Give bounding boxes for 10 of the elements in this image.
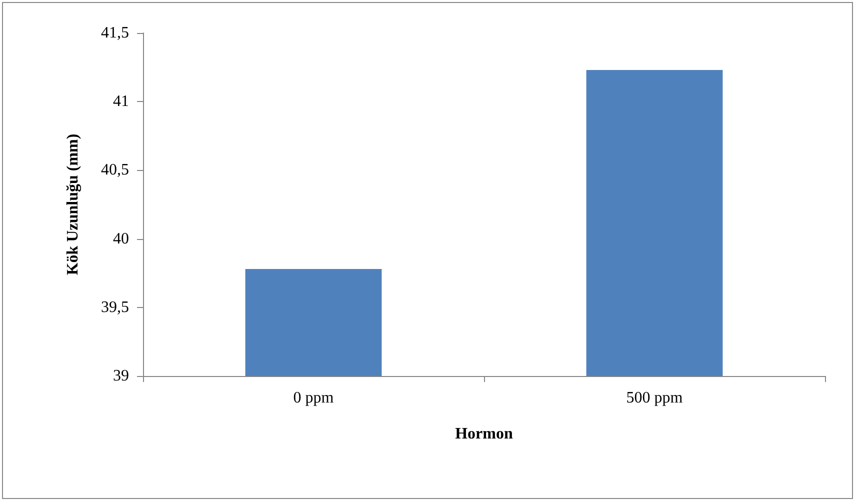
x-axis-title: Hormon: [455, 426, 513, 442]
y-tick-label: 39,5: [101, 298, 129, 316]
x-tick-label: 0 ppm: [293, 390, 334, 406]
y-tick-label: 41,5: [101, 24, 129, 42]
y-tick-label: 40,5: [101, 162, 129, 179]
y-axis-title: Kök Uzunluğu (mm): [64, 134, 82, 276]
y-tick-label: 41: [113, 93, 129, 110]
x-tick-label: 500 ppm: [626, 390, 684, 406]
y-tick-label: 39: [113, 368, 129, 384]
y-tick-label: 40: [113, 230, 129, 248]
